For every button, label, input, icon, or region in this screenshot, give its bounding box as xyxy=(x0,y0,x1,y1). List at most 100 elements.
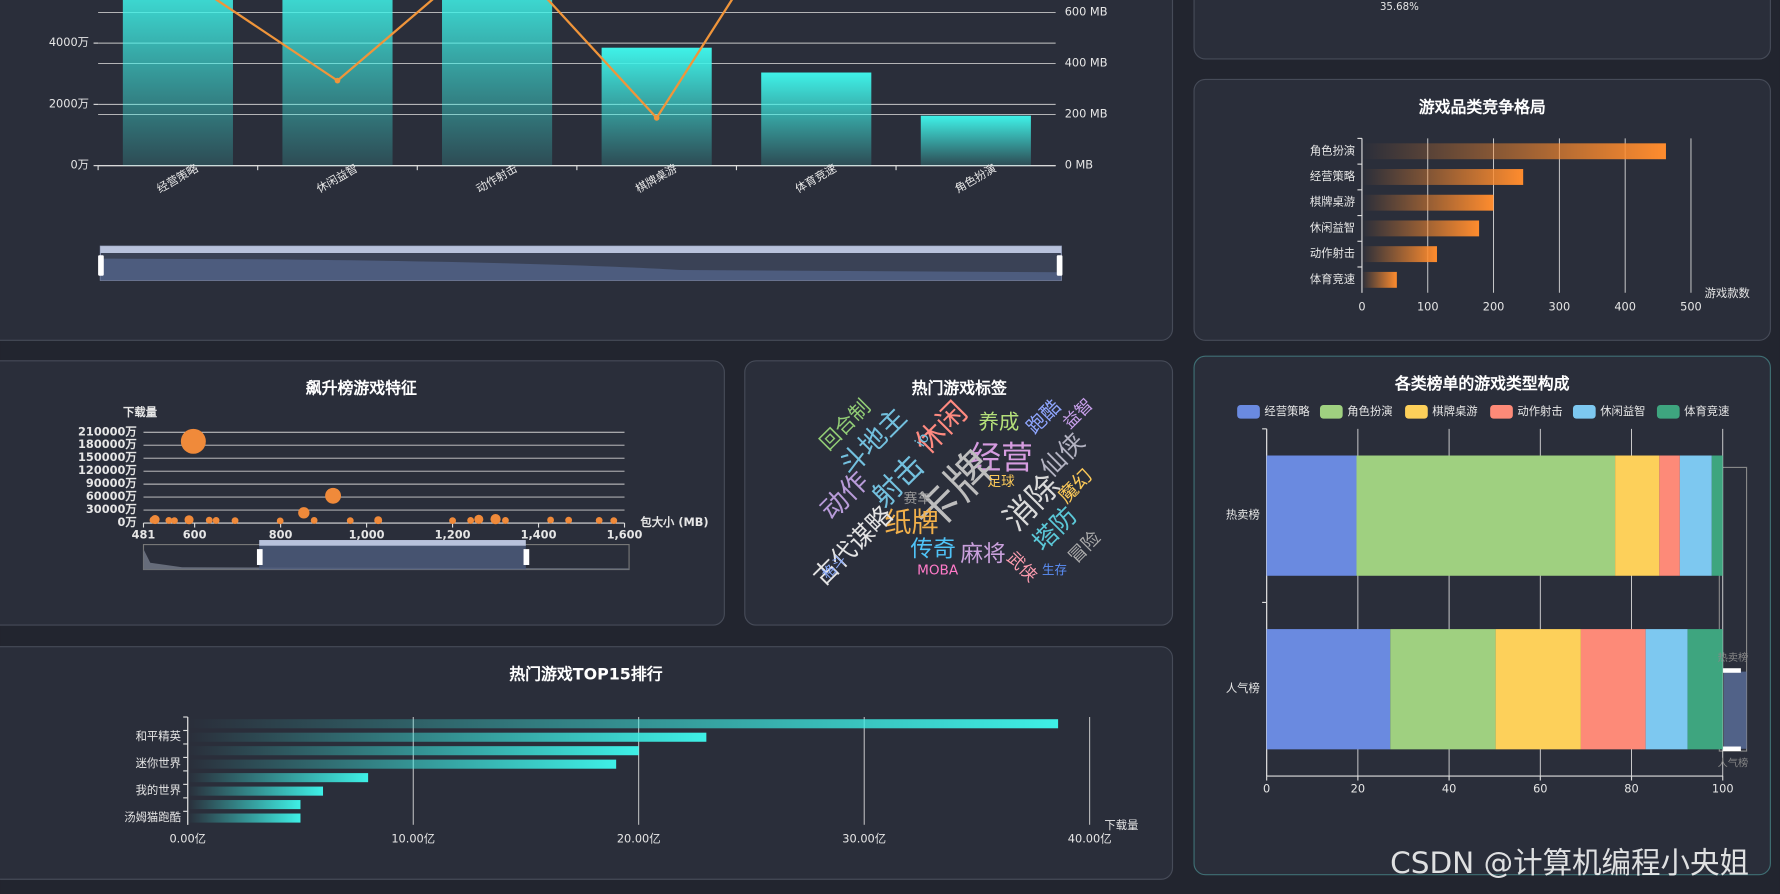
slider-window xyxy=(1723,671,1747,749)
y2-tick-label: 200 MB xyxy=(1065,107,1108,121)
x-tick-label: 400 xyxy=(1614,299,1636,313)
point xyxy=(595,517,603,524)
y-tick-label: 150000万 xyxy=(78,450,137,464)
point xyxy=(150,515,160,525)
point xyxy=(184,515,194,525)
bar xyxy=(187,813,301,823)
y-tick-label: 60000万 xyxy=(86,489,137,503)
bar xyxy=(1361,220,1480,237)
legend-label: 体育竞速 xyxy=(1684,404,1729,418)
x-tick-label: 30.00亿 xyxy=(842,832,886,846)
point xyxy=(205,516,213,524)
point xyxy=(449,517,456,525)
x-tick-label: 500 xyxy=(1680,299,1702,313)
y-tick-label: 角色扮演 xyxy=(1310,143,1355,157)
slider-handle[interactable] xyxy=(1722,668,1741,673)
y-tick-label: 休闲益智 xyxy=(1310,220,1355,234)
line-point xyxy=(653,115,660,121)
x-tick-label: 20.00亿 xyxy=(617,832,661,846)
bar xyxy=(187,759,617,769)
point xyxy=(374,516,383,525)
x-tick-label: 0 xyxy=(1263,782,1270,796)
slider-handle[interactable] xyxy=(523,549,530,565)
point xyxy=(310,517,318,524)
x-tick-label: 600 xyxy=(183,527,207,541)
slider-window xyxy=(259,544,526,570)
slider-handle[interactable] xyxy=(1056,255,1063,276)
zoom-slider[interactable] xyxy=(98,245,1063,281)
bar-segment xyxy=(1679,455,1712,576)
y-tick-label: 和平精英 xyxy=(136,729,181,743)
y-tick-label: 0万 xyxy=(70,158,89,172)
bar xyxy=(187,786,324,796)
chart-title: 飙升榜游戏特征 xyxy=(306,379,417,398)
zoom-slider[interactable] xyxy=(142,540,630,571)
y-tick-label: 人气榜 xyxy=(1226,681,1260,695)
bar xyxy=(1361,169,1524,185)
bar xyxy=(187,732,707,742)
y-axis-label: 下载量 xyxy=(123,405,158,419)
slider-handle[interactable] xyxy=(256,549,263,565)
y-tick-label: 90000万 xyxy=(86,476,137,490)
word: 麻将 xyxy=(960,541,1005,567)
word: 经营 xyxy=(969,440,1033,476)
x-tick-label: 1,600 xyxy=(607,527,643,541)
word: 足球 xyxy=(988,474,1016,490)
legend-swatch xyxy=(1490,405,1513,419)
bar-segment xyxy=(1390,629,1496,750)
y-tick-label: 经营策略 xyxy=(1310,169,1356,183)
slider-bar xyxy=(259,540,526,546)
bar xyxy=(442,0,553,166)
legend-swatch xyxy=(1237,405,1260,419)
word: 传奇 xyxy=(910,537,955,563)
bar xyxy=(187,719,1059,729)
x-tick-label: 200 xyxy=(1483,299,1505,313)
y2-tick-label: 0 MB xyxy=(1065,158,1093,172)
legend-label: 棋牌桌游 xyxy=(1432,404,1477,418)
point xyxy=(212,517,220,524)
slider-handle[interactable] xyxy=(1722,746,1741,752)
bar-segment xyxy=(1495,629,1581,750)
y-tick-label: 120000万 xyxy=(78,463,137,477)
slider-handle[interactable] xyxy=(98,255,104,276)
bar-segment xyxy=(1711,455,1723,576)
x-tick-label: 20 xyxy=(1351,782,1365,796)
y-tick-label: 30000万 xyxy=(86,502,137,516)
x-tick-label: 100 xyxy=(1417,299,1439,313)
point xyxy=(474,514,484,524)
bar xyxy=(1361,246,1437,263)
x-tick-label: 1,400 xyxy=(521,527,557,541)
slider-label: 热卖榜 xyxy=(1718,651,1749,664)
percent-label: 35.68% xyxy=(1380,2,1419,13)
point xyxy=(298,507,310,519)
point xyxy=(467,517,475,524)
point xyxy=(565,516,573,524)
x-tick-label: 40 xyxy=(1442,782,1456,796)
point xyxy=(610,517,618,525)
bar xyxy=(1361,194,1494,211)
y-tick-label: 我的世界 xyxy=(136,783,181,797)
bar xyxy=(1361,143,1666,160)
chart-title: 游戏品类竞争格局 xyxy=(1419,97,1546,116)
chart-title: 各类榜单的游戏类型构成 xyxy=(1394,374,1570,393)
y-tick-label: 2000万 xyxy=(49,96,89,110)
word: MOBA xyxy=(917,563,959,579)
bar xyxy=(601,47,712,166)
x-tick-label: 300 xyxy=(1549,299,1571,313)
legend-label: 动作射击 xyxy=(1517,404,1562,418)
slider-bar xyxy=(100,246,1062,253)
x-tick-label: 100 xyxy=(1712,782,1734,796)
legend-label: 角色扮演 xyxy=(1347,404,1392,418)
y-tick-label: 动作射击 xyxy=(1310,246,1355,260)
x-tick-label: 40.00亿 xyxy=(1068,832,1112,846)
bar-segment xyxy=(1645,629,1688,750)
x-tick-label: 1,000 xyxy=(349,527,385,541)
slider-shadow xyxy=(100,258,1062,281)
bar-segment xyxy=(1266,629,1391,750)
zoom-slider[interactable] xyxy=(1718,466,1748,752)
panel xyxy=(1193,355,1771,876)
point xyxy=(325,487,342,504)
x-tick-label: 80 xyxy=(1624,782,1638,796)
point xyxy=(490,514,501,525)
